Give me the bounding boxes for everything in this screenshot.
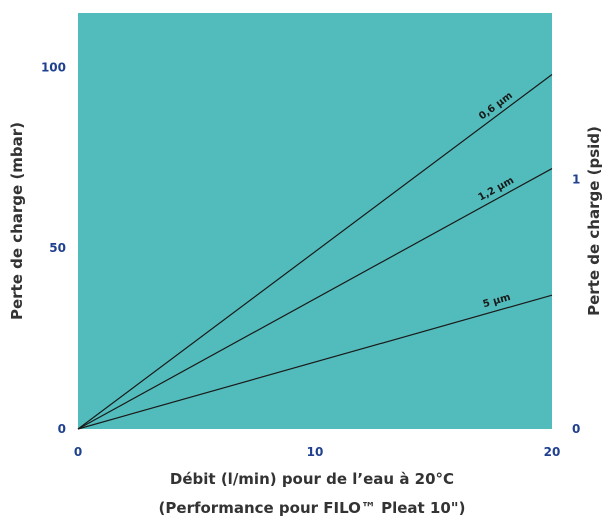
y-left-tick-labels: 0 50 100 — [41, 60, 66, 436]
x-axis-label: Débit (l/min) pour de l’eau à 20°C — [170, 470, 454, 488]
series-lines — [77, 74, 553, 430]
y-right-tick-label: 0 — [572, 422, 580, 436]
x-tick-label: 0 — [74, 445, 82, 459]
y-left-tick-label: 0 — [58, 422, 66, 436]
y-right-tick-labels: 01 — [572, 172, 580, 436]
plot-area — [78, 13, 552, 429]
y-right-tick-label: 1 — [572, 172, 580, 186]
x-tick-labels: 0 10 20 — [74, 445, 561, 459]
series-line-1-2-m — [77, 168, 553, 430]
x-tick-label: 10 — [307, 445, 324, 459]
y-axis-left-label: Perte de charge (mbar) — [8, 122, 26, 320]
y-axis-right-label: Perte de charge (psid) — [585, 126, 603, 316]
series-line-0-6-m — [77, 74, 553, 430]
x-tick-label: 20 — [544, 445, 561, 459]
y-left-tick-label: 50 — [49, 241, 66, 255]
series-line-5-m — [77, 294, 553, 430]
x-axis-sublabel: (Performance pour FILO™ Pleat 10") — [159, 499, 466, 517]
y-left-tick-label: 100 — [41, 60, 66, 74]
